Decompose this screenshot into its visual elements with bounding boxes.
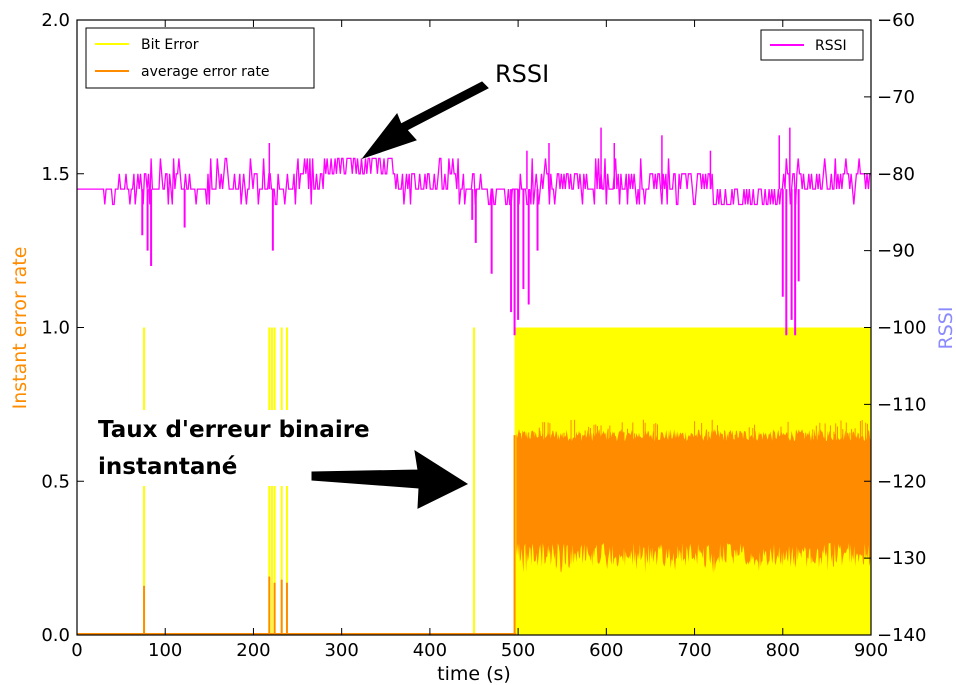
y-left-tick-label: 0.5 [41, 471, 70, 492]
plot-area [77, 127, 871, 635]
annotation-rssi: RSSI [361, 60, 549, 160]
x-tick-label: 500 [501, 640, 535, 661]
annotation-ber: Taux d'erreur binaire instantané [96, 410, 469, 509]
x-tick-label: 300 [324, 640, 358, 661]
legend-bit-error-label: Bit Error [141, 37, 199, 53]
x-axis-label: time (s) [437, 663, 511, 685]
y-left-tick-label: 1.0 [41, 318, 70, 339]
x-tick-label: 600 [589, 640, 623, 661]
annotation-rssi-text: RSSI [495, 60, 549, 88]
annotation-ber-text-line1: Taux d'erreur binaire [98, 417, 370, 443]
x-tick-label: 900 [854, 640, 888, 661]
y-right-tick-label: −130 [877, 548, 926, 569]
rssi-line [77, 157, 871, 206]
y-left-tick-label: 1.5 [41, 164, 70, 185]
y-right-tick-label: −110 [877, 394, 926, 415]
y-left-tick-label: 2.0 [41, 10, 70, 31]
x-tick-label: 200 [236, 640, 270, 661]
y-right-tick-label: −70 [877, 87, 915, 108]
x-tick-label: 100 [148, 640, 182, 661]
annotation-rssi-arrow [361, 81, 489, 160]
legend-right: RSSI [760, 29, 864, 61]
y-right-axis-label: RSSI [935, 307, 956, 350]
y-left-axis-label: Instant error rate [9, 247, 31, 410]
y-right-tick-label: −60 [877, 10, 915, 31]
x-tick-label: 0 [71, 640, 82, 661]
legend-average-error-label: average error rate [141, 64, 270, 80]
legend-left-box [85, 27, 315, 89]
y-right-tick-label: −90 [877, 241, 915, 262]
annotation-ber-arrow [311, 449, 469, 509]
legend-rssi-label: RSSI [815, 38, 847, 54]
y-right-tick-label: −80 [877, 164, 915, 185]
y-right-tick-label: −100 [877, 318, 926, 339]
x-tick-label: 700 [677, 640, 711, 661]
y-right-tick-label: −140 [877, 625, 926, 646]
y-left-tick-label: 0.0 [41, 625, 70, 646]
y-right-tick-label: −120 [877, 471, 926, 492]
legend-left: Bit Error average error rate [85, 27, 315, 89]
average-error-band [516, 429, 871, 574]
axis-ticks: 0 100 200 300 400 500 600 700 800 900 0.0 0.5 1.0 1.5… [41, 10, 926, 661]
annotation-ber-text-line2: instantané [98, 454, 237, 480]
x-tick-label: 800 [766, 640, 800, 661]
x-tick-label: 400 [413, 640, 447, 661]
